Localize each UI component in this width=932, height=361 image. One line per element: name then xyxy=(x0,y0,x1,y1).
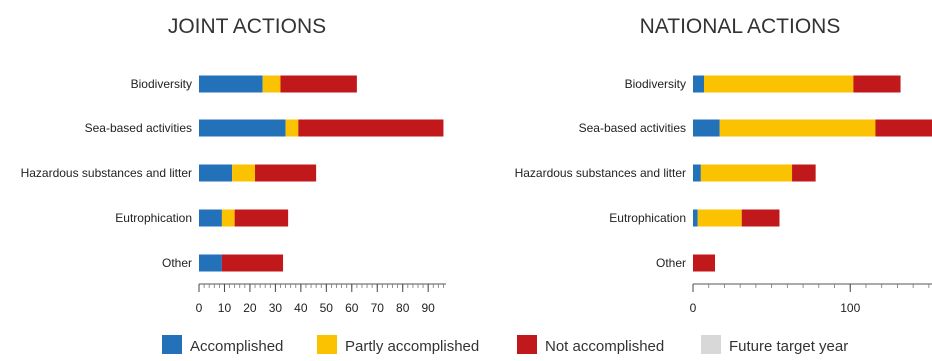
joint-actions-chart: JOINT ACTIONS Biodiversity Sea-based activ… xyxy=(21,15,446,315)
bar-segment-partly xyxy=(700,164,793,182)
x-tick-label: 70 xyxy=(371,301,385,315)
x-tick-label: 100 xyxy=(840,301,860,315)
category-label: Sea-based activities xyxy=(579,121,686,135)
bar-segment-accomplished xyxy=(199,209,222,227)
bar-segment-not xyxy=(792,164,816,182)
national-actions-chart: NATIONAL ACTIONS Biodiversity Sea-based ac… xyxy=(515,15,932,315)
bar-segment-accomplished xyxy=(693,209,698,227)
category-label: Hazardous substances and litter xyxy=(21,166,192,180)
x-tick-label: 40 xyxy=(294,301,308,315)
category-label: Hazardous substances and litter xyxy=(515,166,686,180)
bar-segment-partly xyxy=(232,164,256,182)
legend-label-not: Not accomplished xyxy=(545,338,664,355)
bar-segment-accomplished xyxy=(693,164,701,182)
bar-segment-accomplished xyxy=(199,119,286,137)
bar-segment-not xyxy=(255,164,317,182)
x-tick-label: 60 xyxy=(345,301,359,315)
category-label: Sea-based activities xyxy=(85,121,192,135)
category-label: Biodiversity xyxy=(131,77,192,91)
legend-swatch-not xyxy=(517,335,537,354)
bar-segment-not xyxy=(280,75,357,93)
bar-segment-partly xyxy=(221,209,235,227)
x-tick-label: 0 xyxy=(690,301,697,315)
category-label: Biodiversity xyxy=(625,77,686,91)
category-label: Other xyxy=(162,256,192,270)
x-tick-label: 10 xyxy=(218,301,232,315)
bar-segment-accomplished xyxy=(199,75,263,93)
bar-segment-accomplished xyxy=(693,119,720,137)
legend-swatch-accomplished xyxy=(162,335,182,354)
legend-label-future: Future target year xyxy=(729,338,848,355)
legend-swatch-future xyxy=(701,335,721,354)
legend-label-partly: Partly accomplished xyxy=(345,338,479,355)
bar-segment-accomplished xyxy=(693,75,705,93)
joint-chart-title: JOINT ACTIONS xyxy=(168,15,326,38)
legend-label-accomplished: Accomplished xyxy=(190,338,283,355)
bar-segment-partly xyxy=(719,119,876,137)
category-label: Eutrophication xyxy=(115,211,192,225)
bar-segment-not xyxy=(221,254,284,272)
national-chart-title: NATIONAL ACTIONS xyxy=(640,15,841,38)
bar-segment-not xyxy=(693,254,716,272)
bar-segment-accomplished xyxy=(199,254,222,272)
bar-segment-partly xyxy=(262,75,281,93)
bar-segment-not xyxy=(741,209,780,227)
category-label: Other xyxy=(656,256,686,270)
bar-segment-not xyxy=(234,209,289,227)
bar-segment-not xyxy=(853,75,901,93)
bar-segment-not xyxy=(875,119,932,137)
bar-segment-partly xyxy=(697,209,742,227)
bar-segment-accomplished xyxy=(199,164,233,182)
x-tick-label: 30 xyxy=(269,301,283,315)
bar-segment-partly xyxy=(704,75,854,93)
x-tick-label: 80 xyxy=(396,301,410,315)
category-label: Eutrophication xyxy=(609,211,686,225)
legend: Accomplished Partly accomplished Not accom… xyxy=(162,335,848,355)
x-tick-label: 20 xyxy=(243,301,257,315)
x-tick-label: 90 xyxy=(421,301,435,315)
legend-swatch-partly xyxy=(317,335,337,354)
bar-segment-not xyxy=(298,119,444,137)
bar-segment-partly xyxy=(285,119,299,137)
x-tick-label: 50 xyxy=(320,301,334,315)
x-tick-label: 0 xyxy=(196,301,203,315)
